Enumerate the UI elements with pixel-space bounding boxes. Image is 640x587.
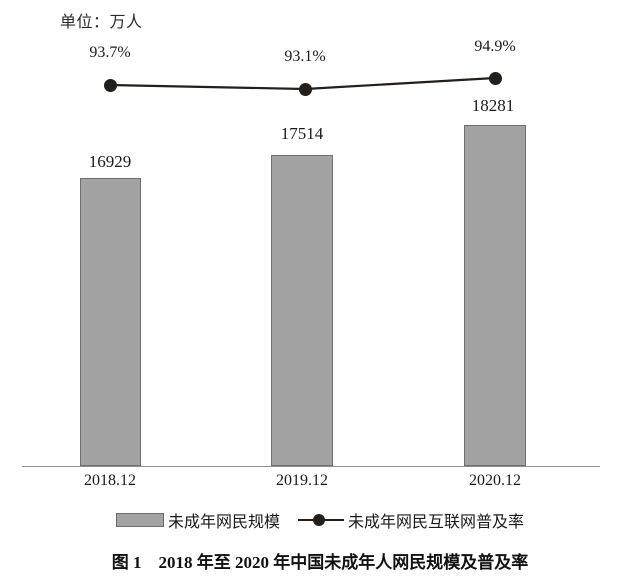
bar-data-label-2020: 18281: [471, 96, 515, 115]
legend-line-dot-icon: [313, 514, 325, 526]
line-data-label-2019: 93.1%: [284, 48, 326, 65]
legend-line-marker-icon: [298, 513, 344, 527]
figure-caption: 图 1 2018 年至 2020 年中国未成年人网民规模及普及率: [111, 553, 529, 572]
legend-item-line: 未成年网民互联网普及率: [298, 508, 524, 532]
line-data-label-2018: 93.7%: [89, 44, 131, 61]
bar-2020: [464, 125, 526, 466]
line-marker-2020: [489, 72, 502, 85]
bar-2019: [271, 155, 333, 466]
legend-label-bar: 未成年网民规模: [167, 514, 280, 531]
x-tick-label-2020: 2020.12: [469, 472, 521, 489]
chart-legend: 未成年网民规模 未成年网民互联网普及率: [0, 508, 640, 532]
plot-area: 93.7% 93.1% 94.9% 16929 17514 18281 2018…: [22, 38, 600, 489]
legend-item-bar: 未成年网民规模: [115, 508, 280, 532]
bar-data-label-2019: 17514: [280, 124, 324, 143]
unit-label: 单位：万人: [60, 14, 143, 31]
legend-swatch-icon: [115, 513, 164, 527]
bar-data-label-2018: 16929: [88, 152, 132, 171]
x-tick-label-2019: 2019.12: [276, 472, 328, 489]
line-data-label-2020: 94.9%: [474, 38, 516, 55]
x-axis-line: [22, 466, 600, 467]
line-marker-2019: [299, 83, 312, 96]
x-tick-label-2018: 2018.12: [84, 472, 136, 489]
legend-label-line: 未成年网民互联网普及率: [348, 514, 525, 531]
bar-2018: [80, 178, 141, 466]
line-marker-2018: [104, 79, 117, 92]
